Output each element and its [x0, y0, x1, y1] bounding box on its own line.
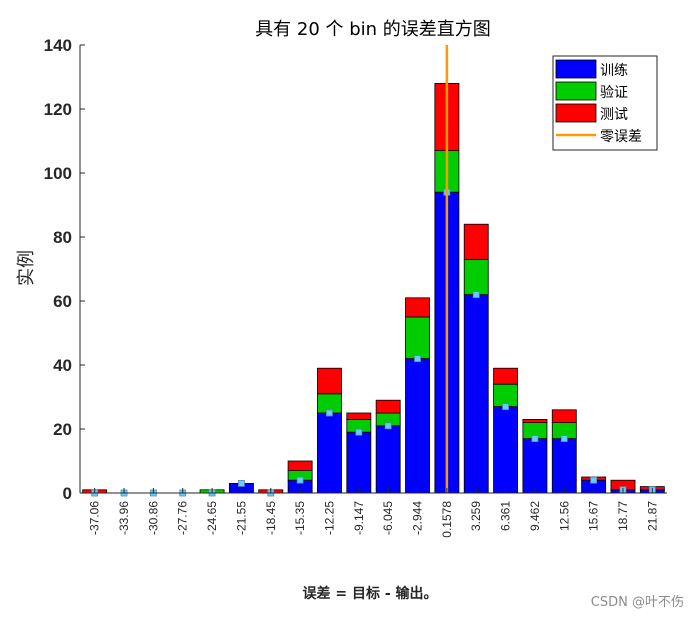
x-tick-label: 15.67 — [587, 501, 601, 531]
x-tick-label: -30.86 — [146, 501, 160, 535]
y-tick-label: 20 — [53, 420, 72, 439]
bar-train — [522, 438, 548, 494]
train-marker — [590, 476, 598, 484]
train-marker — [472, 291, 480, 299]
legend-label: 零误差 — [600, 129, 642, 145]
x-tick-label: 0.1578 — [440, 501, 454, 538]
y-tick-label: 100 — [44, 164, 72, 183]
bar-validation — [405, 316, 430, 359]
x-tick-label: 3.259 — [469, 501, 483, 531]
legend-swatch — [555, 81, 597, 101]
x-tick-label: -37.06 — [88, 501, 102, 535]
legend-label: 测试 — [600, 107, 628, 123]
bar-validation — [463, 258, 489, 295]
bar-test — [317, 367, 342, 395]
y-ticks-group: 0 20 40 60 80 100 120 140 — [44, 36, 85, 503]
x-tick-label: -24.65 — [205, 501, 219, 535]
y-tick-label: 140 — [44, 36, 72, 55]
bar-train — [317, 412, 342, 494]
bar-test — [405, 297, 430, 318]
y-tick-label: 40 — [53, 356, 72, 375]
train-marker — [414, 355, 421, 363]
bar-train — [346, 431, 372, 494]
x-tick-label: -27.76 — [176, 501, 190, 535]
legend-swatch — [555, 59, 597, 79]
y-tick-label: 80 — [53, 228, 72, 247]
bar-test — [287, 460, 313, 472]
bar-test — [522, 418, 548, 423]
x-axis-label: 误差 = 目标 - 输出。 — [302, 585, 437, 602]
train-marker — [502, 403, 509, 411]
bar-test — [463, 223, 489, 260]
x-tick-label: -21.55 — [234, 501, 248, 535]
x-tick-label: 18.77 — [616, 501, 630, 531]
train-marker — [238, 479, 245, 487]
x-tick-label: -2.944 — [411, 501, 425, 535]
bar-test — [346, 412, 372, 420]
watermark: CSDN @叶不伤 — [591, 595, 684, 610]
train-marker — [384, 422, 392, 430]
x-ticks-group: -37.06 -33.96 -30.86 -27.76 -24.65 -21.55 -18.… — [88, 488, 659, 538]
train-marker — [355, 428, 363, 436]
train-marker — [531, 435, 539, 443]
x-tick-label: -9.147 — [352, 501, 366, 535]
x-tick-label: -15.35 — [293, 501, 307, 535]
x-tick-label: -18.45 — [264, 501, 278, 535]
x-tick-label: 6.361 — [499, 501, 513, 531]
legend-label: 训练 — [600, 63, 628, 79]
bar-train — [405, 358, 430, 494]
bar-test — [493, 367, 519, 385]
x-tick-label: -12.25 — [322, 501, 336, 535]
train-marker — [296, 476, 304, 484]
y-axis-label: 实例 — [16, 250, 37, 286]
x-tick-label: 9.462 — [528, 501, 542, 531]
bar-test — [551, 409, 577, 423]
legend-label: 验证 — [600, 85, 628, 101]
x-tick-label: 21.87 — [645, 501, 659, 531]
y-tick-label: 60 — [53, 292, 72, 311]
x-tick-label: -6.045 — [381, 501, 395, 535]
y-tick-label: 120 — [44, 100, 72, 119]
bar-train — [463, 294, 489, 494]
bar-test — [375, 399, 401, 414]
legend-swatch — [555, 103, 597, 123]
bar-train — [375, 425, 401, 494]
x-tick-label: 12.56 — [557, 501, 571, 531]
chart-title: 具有 20 个 bin 的误差直方图 — [255, 19, 491, 40]
bar-train — [551, 438, 577, 494]
y-tick-label: 0 — [63, 484, 72, 503]
bar-train — [493, 406, 519, 494]
x-tick-label: -33.96 — [117, 501, 131, 535]
train-marker — [326, 409, 333, 417]
train-marker — [560, 435, 568, 443]
